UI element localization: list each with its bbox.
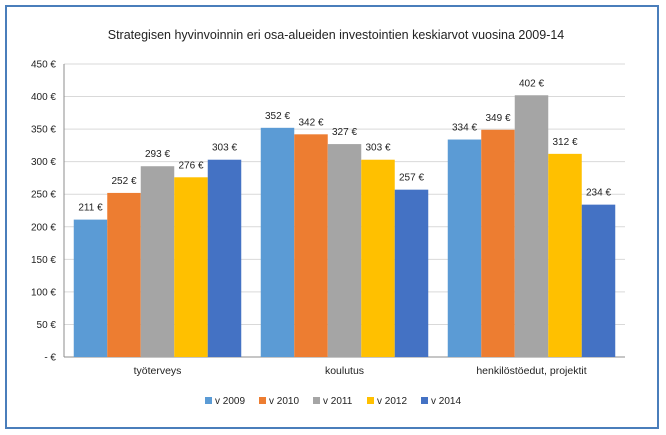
legend-label: v 2011 bbox=[323, 396, 353, 407]
data-label: 402 € bbox=[519, 78, 544, 89]
bar bbox=[140, 166, 175, 357]
data-label: 303 € bbox=[365, 143, 390, 154]
y-tick-label: 250 € bbox=[31, 190, 56, 201]
legend-swatch bbox=[421, 397, 428, 404]
y-tick-label: 350 € bbox=[31, 125, 56, 136]
bar bbox=[394, 189, 429, 357]
data-label: 349 € bbox=[485, 113, 510, 124]
bar bbox=[514, 95, 549, 358]
y-tick-label: 400 € bbox=[31, 92, 56, 103]
y-tick-label: 50 € bbox=[37, 320, 57, 331]
legend-label: v 2009 bbox=[215, 396, 245, 407]
data-label: 211 € bbox=[78, 203, 103, 214]
legend-label: v 2010 bbox=[269, 396, 299, 407]
chart-title: Strategisen hyvinvoinnin eri osa-alueide… bbox=[108, 28, 565, 42]
data-label: 293 € bbox=[145, 149, 170, 160]
bars bbox=[73, 95, 616, 358]
y-tick-label: 300 € bbox=[31, 157, 56, 168]
data-label: 327 € bbox=[332, 127, 357, 138]
data-label: 303 € bbox=[212, 143, 237, 154]
legend-swatch bbox=[259, 397, 266, 404]
bar bbox=[481, 129, 515, 357]
bar bbox=[447, 139, 482, 357]
y-tick-label: 100 € bbox=[31, 287, 56, 298]
legend-swatch bbox=[205, 397, 212, 404]
y-tick-label: 150 € bbox=[31, 255, 56, 266]
y-tick-label: - € bbox=[44, 353, 56, 364]
legend-label: v 2012 bbox=[377, 396, 407, 407]
bar bbox=[327, 144, 362, 357]
legend-label: v 2014 bbox=[431, 396, 461, 407]
legend-swatch bbox=[313, 397, 320, 404]
category-label: työterveys bbox=[134, 365, 182, 377]
bar bbox=[73, 219, 108, 357]
category-label: henkilöstöedut, projektit bbox=[476, 365, 586, 377]
bar bbox=[107, 192, 141, 357]
bar bbox=[581, 204, 616, 357]
data-label: 334 € bbox=[452, 123, 477, 134]
y-tick-label: 200 € bbox=[31, 222, 56, 233]
bar bbox=[174, 177, 208, 357]
bar bbox=[361, 159, 395, 357]
data-label: 312 € bbox=[552, 137, 577, 148]
category-label: koulutus bbox=[325, 365, 364, 377]
data-label: 257 € bbox=[399, 173, 424, 184]
bar bbox=[207, 159, 242, 357]
legend: v 2009 v 2010 v 2011 v 2012 v 2014 bbox=[205, 396, 461, 407]
category-labels: työterveys koulutus henkilöstöedut, projek… bbox=[134, 365, 587, 377]
bar bbox=[260, 127, 295, 357]
bar bbox=[548, 153, 582, 357]
y-axis-ticks: - € 50 € 100 € 150 € 200 € 250 € 300 € 350 € 400… bbox=[31, 60, 56, 364]
y-tick-label: 450 € bbox=[31, 60, 56, 71]
data-label: 342 € bbox=[298, 117, 323, 128]
data-label: 276 € bbox=[178, 160, 203, 171]
data-labels: 211 € 252 € 293 € 276 € 303 € 352 € 342 € 327 €… bbox=[78, 78, 611, 213]
data-label: 234 € bbox=[586, 188, 611, 199]
data-label: 252 € bbox=[111, 176, 136, 187]
legend-swatch bbox=[367, 397, 374, 404]
data-label: 352 € bbox=[265, 111, 290, 122]
bar bbox=[294, 134, 328, 357]
